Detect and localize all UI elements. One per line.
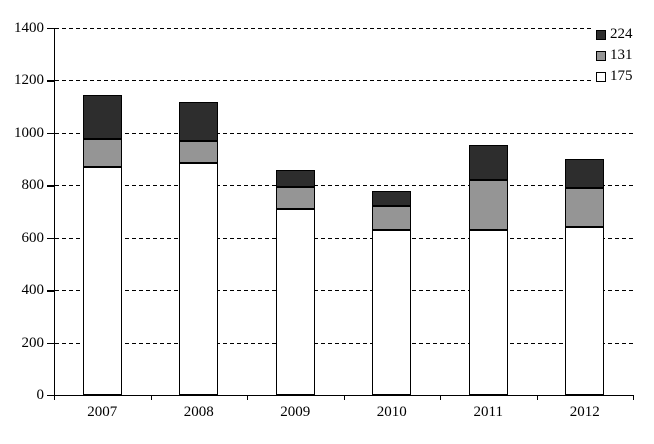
x-tick-2 [247, 396, 249, 400]
legend-swatch-icon-224 [596, 29, 606, 40]
gridline-1400 [55, 28, 633, 29]
legend-label-175: 175 [610, 68, 633, 84]
legend-label-224: 224 [610, 26, 633, 42]
bar-2010-segment-224 [372, 190, 412, 207]
bar-2010-segment-131 [372, 206, 412, 231]
y-tick-label-400: 400 [21, 282, 45, 299]
gridline-800 [55, 185, 633, 187]
x-category-label-2010: 2010 [376, 404, 407, 420]
y-tick-1400 [47, 28, 54, 30]
y-tick-label-800: 800 [21, 177, 45, 194]
y-tick-400 [47, 290, 54, 292]
x-category-label-2008: 2008 [183, 404, 214, 420]
legend-item-131: 131 [596, 45, 633, 66]
y-tick-200 [47, 342, 54, 344]
x-tick-6 [633, 396, 635, 400]
y-tick-label-1400: 1400 [14, 20, 44, 36]
legend-swatch-icon-175 [596, 71, 606, 82]
legend-label-131: 131 [610, 47, 633, 63]
gridline-1000 [55, 132, 633, 134]
gridline-200 [55, 342, 633, 344]
legend-item-224: 224 [596, 24, 633, 45]
bar-2009-segment-175 [275, 208, 315, 395]
x-tick-1 [150, 396, 152, 400]
x-category-label-2012: 2012 [569, 404, 600, 420]
bar-2012-segment-224 [565, 158, 605, 189]
bar-2008-segment-175 [179, 163, 219, 395]
gridline-400 [55, 290, 633, 292]
y-tick-800 [47, 185, 54, 187]
x-tick-5 [536, 396, 538, 400]
x-category-label-2009: 2009 [280, 404, 311, 420]
x-tick-4 [440, 396, 442, 400]
bar-2011-segment-175 [468, 230, 508, 395]
x-tick-3 [343, 396, 345, 400]
bar-2007-segment-131 [82, 139, 122, 167]
legend: 224 131 175 [593, 23, 637, 88]
bar-2008-segment-224 [179, 101, 219, 142]
bar-2007-segment-175 [82, 166, 122, 395]
bar-2011-segment-224 [468, 144, 508, 181]
x-category-label-2007: 2007 [87, 404, 118, 420]
legend-swatch-icon-131 [596, 50, 606, 61]
bar-2012-segment-131 [565, 188, 605, 227]
x-tick-0 [54, 396, 56, 400]
bar-2011-segment-131 [468, 180, 508, 231]
x-axis-line [47, 395, 634, 397]
x-category-label-2011: 2011 [473, 404, 503, 420]
gridline-600 [55, 237, 633, 239]
y-tick-600 [47, 237, 54, 240]
bar-2010-segment-175 [372, 230, 412, 395]
bar-2012-segment-175 [565, 226, 605, 395]
y-tick-label-600: 600 [21, 229, 45, 246]
bar-2007-segment-224 [82, 95, 122, 140]
y-tick-label-200: 200 [21, 334, 45, 351]
y-tick-label-1200: 1200 [14, 72, 44, 89]
gridline-1200 [55, 80, 633, 82]
y-tick-label-1000: 1000 [14, 124, 44, 141]
y-tick-1000 [47, 132, 54, 135]
bar-2009-segment-131 [275, 186, 315, 209]
legend-item-175: 175 [596, 66, 633, 87]
y-tick-label-0: 0 [36, 387, 45, 403]
bar-2009-segment-224 [275, 169, 315, 187]
y-tick-1200 [47, 80, 54, 82]
y-tick-0 [47, 395, 54, 397]
y-axis-line [54, 28, 56, 395]
bar-2008-segment-131 [179, 141, 219, 164]
